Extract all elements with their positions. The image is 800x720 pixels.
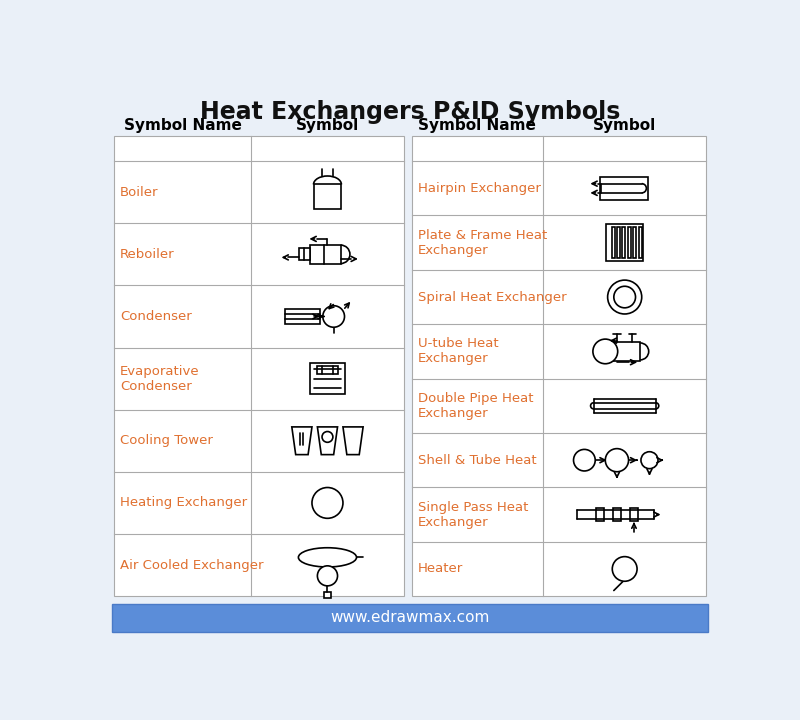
Bar bbox=[634, 228, 636, 258]
Bar bbox=[628, 228, 631, 258]
Text: Heater: Heater bbox=[418, 562, 463, 575]
Bar bbox=[323, 592, 331, 598]
Bar bbox=[611, 228, 614, 258]
Bar bbox=[606, 224, 643, 261]
Text: Boiler: Boiler bbox=[120, 186, 158, 199]
Bar bbox=[606, 342, 640, 361]
Text: Symbol: Symbol bbox=[593, 118, 656, 133]
Text: Heating Exchanger: Heating Exchanger bbox=[120, 496, 247, 510]
Bar bbox=[622, 228, 626, 258]
Text: Spiral Heat Exchanger: Spiral Heat Exchanger bbox=[418, 291, 566, 304]
Circle shape bbox=[641, 451, 658, 469]
Circle shape bbox=[606, 449, 629, 472]
Text: Symbol Name: Symbol Name bbox=[124, 118, 242, 133]
Text: Evaporative
Condenser: Evaporative Condenser bbox=[120, 364, 200, 392]
Bar bbox=[596, 508, 604, 521]
Ellipse shape bbox=[298, 548, 357, 567]
Bar bbox=[298, 248, 310, 261]
Bar bbox=[613, 508, 621, 521]
Text: Cooling Tower: Cooling Tower bbox=[120, 434, 213, 447]
Bar bbox=[638, 228, 642, 258]
Bar bbox=[411, 137, 706, 596]
Bar bbox=[317, 366, 338, 374]
Text: Hairpin Exchanger: Hairpin Exchanger bbox=[418, 181, 541, 195]
Circle shape bbox=[322, 431, 333, 442]
Circle shape bbox=[608, 280, 642, 314]
Bar bbox=[630, 508, 638, 521]
Circle shape bbox=[574, 449, 595, 471]
Circle shape bbox=[312, 487, 343, 518]
Text: Reboiler: Reboiler bbox=[120, 248, 174, 261]
Bar bbox=[310, 245, 341, 264]
Circle shape bbox=[323, 306, 345, 328]
Circle shape bbox=[612, 557, 637, 581]
Text: Air Cooled Exchanger: Air Cooled Exchanger bbox=[120, 559, 264, 572]
Text: Heat Exchangers P&ID Symbols: Heat Exchangers P&ID Symbols bbox=[200, 100, 620, 124]
Text: Plate & Frame Heat
Exchanger: Plate & Frame Heat Exchanger bbox=[418, 229, 547, 256]
Bar bbox=[617, 228, 620, 258]
Circle shape bbox=[593, 339, 618, 364]
Text: www.edrawmax.com: www.edrawmax.com bbox=[330, 611, 490, 625]
Bar bbox=[112, 604, 708, 631]
Circle shape bbox=[614, 287, 635, 308]
Text: Condenser: Condenser bbox=[120, 310, 192, 323]
Text: Double Pipe Heat
Exchanger: Double Pipe Heat Exchanger bbox=[418, 392, 534, 420]
Bar bbox=[314, 184, 342, 209]
Text: Symbol Name: Symbol Name bbox=[418, 118, 536, 133]
Circle shape bbox=[318, 566, 338, 586]
Text: Symbol: Symbol bbox=[296, 118, 359, 133]
Bar bbox=[114, 137, 404, 596]
Bar bbox=[600, 176, 648, 200]
Text: Shell & Tube Heat: Shell & Tube Heat bbox=[418, 454, 536, 467]
Bar bbox=[310, 363, 346, 394]
Text: U-tube Heat
Exchanger: U-tube Heat Exchanger bbox=[418, 338, 498, 366]
Bar bbox=[285, 309, 320, 324]
Text: Single Pass Heat
Exchanger: Single Pass Heat Exchanger bbox=[418, 500, 528, 528]
